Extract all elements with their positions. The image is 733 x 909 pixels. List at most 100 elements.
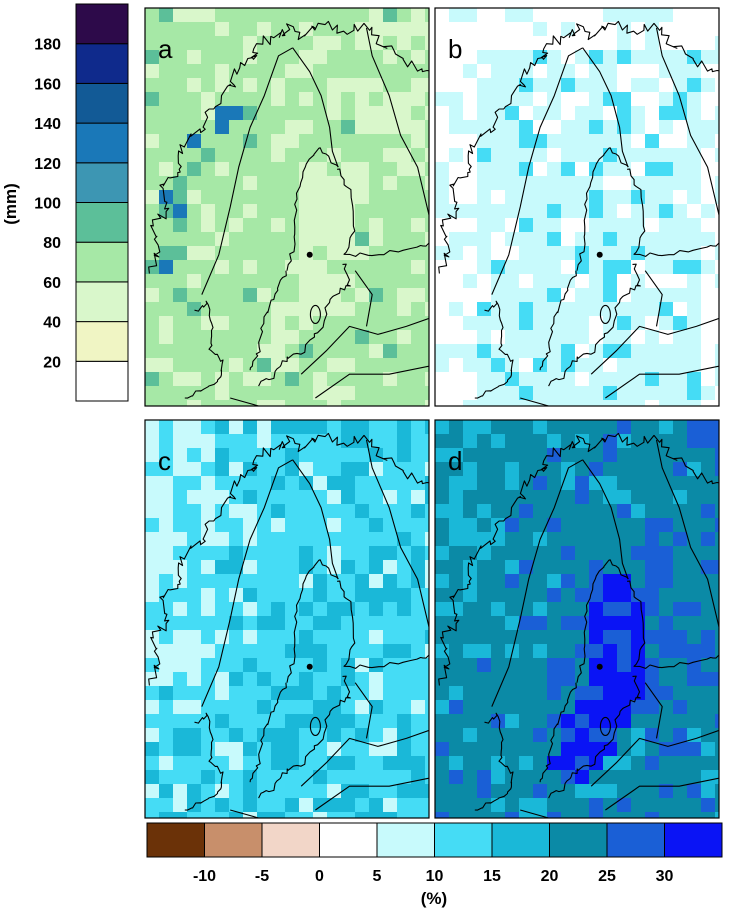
map-grid-cell — [715, 602, 719, 617]
map-grid-cell — [673, 532, 688, 547]
map-grid-cell — [575, 50, 590, 65]
map-grid-cell — [159, 574, 174, 589]
map-grid-cell — [257, 448, 272, 463]
map-grid-cell — [519, 686, 534, 701]
map-grid-cell — [589, 204, 604, 219]
map-grid-cell — [715, 490, 719, 505]
map-grid-cell — [435, 78, 450, 93]
map-grid-cell — [631, 8, 646, 23]
coastline — [258, 263, 351, 387]
map-grid-cell — [463, 798, 478, 813]
map-grid-cell — [271, 434, 286, 449]
map-grid-cell — [215, 588, 230, 603]
map-grid-cell — [383, 602, 398, 617]
map-grid-cell — [603, 8, 618, 23]
map-grid-cell — [411, 358, 426, 373]
map-grid-cell — [411, 756, 426, 771]
map-grid-cell — [425, 672, 429, 687]
map-grid-cell — [355, 302, 370, 317]
map-grid-cell — [299, 616, 314, 631]
map-grid-cell — [397, 686, 412, 701]
map-grid-cell — [257, 162, 272, 177]
map-grid-cell — [201, 574, 216, 589]
map-grid-cell — [659, 204, 674, 219]
map-grid-cell — [673, 190, 688, 205]
map-grid-cell — [561, 532, 576, 547]
map-grid-cell — [505, 246, 520, 261]
map-grid-cell — [243, 316, 258, 331]
map-grid-cell — [463, 302, 478, 317]
map-grid-cell — [369, 162, 384, 177]
percent-tick-label: 30 — [656, 868, 674, 885]
map-grid-cell — [201, 64, 216, 79]
map-grid-cell — [701, 518, 716, 533]
precipitation-tick-label: 80 — [43, 235, 61, 252]
map-grid-cell — [397, 462, 412, 477]
map-grid-cell — [673, 714, 688, 729]
map-grid-cell — [477, 246, 492, 261]
map-grid-cell — [425, 302, 429, 317]
map-grid-cell — [215, 22, 230, 37]
map-grid-cell — [463, 232, 478, 247]
map-grid-cell — [533, 400, 548, 406]
map-grid-cell — [687, 616, 702, 631]
island-outline — [309, 304, 321, 325]
percent-colorbar-bin — [204, 822, 263, 858]
map-grid-cell — [271, 288, 286, 303]
map-grid-cell — [201, 92, 216, 107]
map-grid-cell — [617, 476, 632, 491]
map-grid-cell — [533, 616, 548, 631]
map-grid-cell — [701, 644, 716, 659]
map-grid-cell — [201, 448, 216, 463]
map-grid-cell — [271, 148, 286, 163]
map-grid-cell — [477, 302, 492, 317]
map-grid-cell — [187, 344, 202, 359]
map-grid-cell — [701, 448, 716, 463]
map-grid-cell — [575, 204, 590, 219]
map-grid-cell — [243, 588, 258, 603]
map-grid-cell — [355, 462, 370, 477]
map-grid-cell — [229, 162, 244, 177]
map-grid-cell — [145, 400, 160, 406]
map-grid-cell — [411, 134, 426, 149]
map-grid-cell — [411, 218, 426, 233]
map-grid-cell — [617, 50, 632, 65]
map-grid-cell — [631, 204, 646, 219]
map-grid-cell — [603, 630, 618, 645]
map-grid-cell — [449, 714, 464, 729]
map-grid-cell — [271, 218, 286, 233]
map-grid-cell — [201, 462, 216, 477]
map-grid-cell — [173, 630, 188, 645]
map-grid-cell — [383, 630, 398, 645]
map-grid-cell — [229, 50, 244, 65]
map-grid-cell — [145, 742, 160, 757]
map-grid-cell — [463, 644, 478, 659]
map-grid-cell — [285, 148, 300, 163]
map-grid-cell — [575, 784, 590, 799]
map-grid-cell — [313, 602, 328, 617]
map-grid-cell — [589, 630, 604, 645]
map-grid-cell — [201, 476, 216, 491]
map-grid-cell — [533, 148, 548, 163]
map-grid-cell — [243, 560, 258, 575]
map-grid-cell — [425, 784, 429, 799]
map-grid-cell — [411, 190, 426, 205]
map-grid-cell — [411, 490, 426, 505]
map-grid-cell — [201, 22, 216, 37]
map-grid-cell — [145, 756, 160, 771]
map-grid-cell — [547, 106, 562, 121]
map-grid-cell — [145, 8, 160, 23]
map-grid-cell — [659, 134, 674, 149]
map-grid-cell — [383, 728, 398, 743]
map-grid-cell — [159, 420, 174, 435]
map-grid-cell — [491, 274, 506, 289]
map-grid-cell — [187, 658, 202, 673]
map-grid-cell — [617, 644, 632, 659]
map-grid-cell — [435, 462, 450, 477]
map-grid-cell — [369, 700, 384, 715]
map-grid-cell — [477, 476, 492, 491]
map-grid-cell — [313, 630, 328, 645]
map-grid-cell — [701, 672, 716, 687]
map-grid-cell — [449, 288, 464, 303]
map-grid-cell — [645, 330, 660, 345]
